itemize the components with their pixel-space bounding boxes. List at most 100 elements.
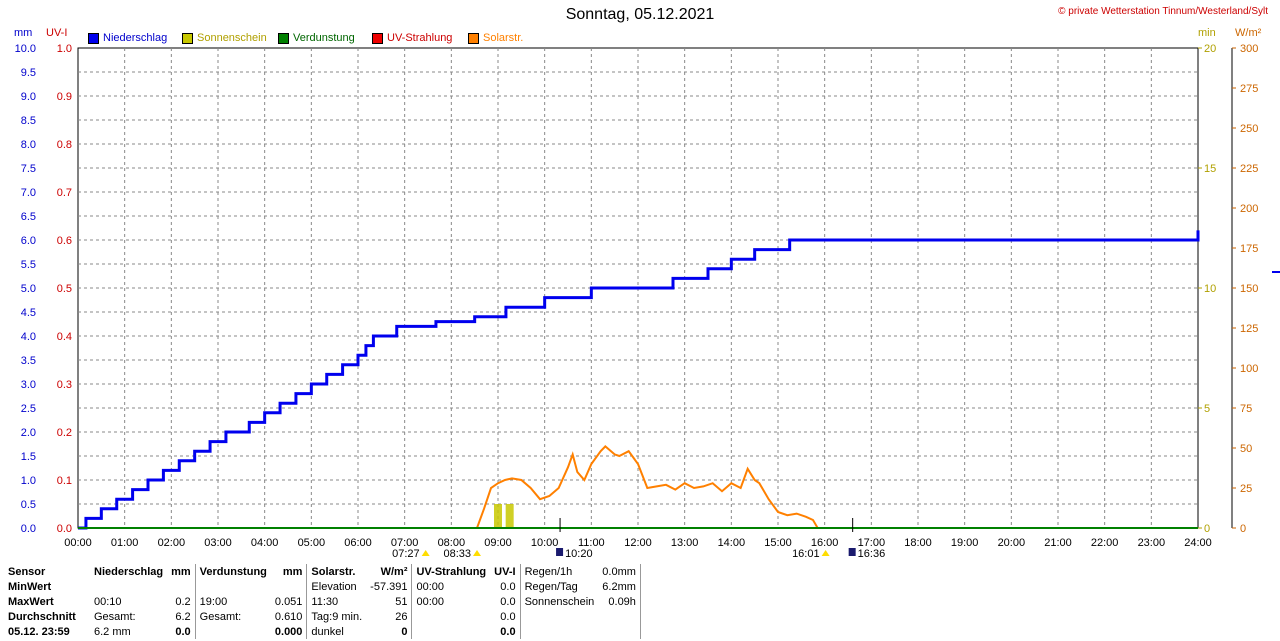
y-uv-tick-label: 0.7 <box>57 187 72 199</box>
x-tick-label: 11:00 <box>578 537 605 549</box>
y-uv-tick-label: 0.5 <box>57 283 72 295</box>
stats-cell: 0.0 <box>500 625 516 638</box>
x-tick-label: 14:00 <box>718 537 746 549</box>
y-min-tick-label: 0 <box>1204 523 1210 535</box>
stats-cell: 51 <box>395 595 408 608</box>
stats-header-niederschlag: Niederschlag <box>94 565 164 578</box>
stats-table: Sensor Niederschlag mm Verdunstung mm So… <box>4 564 641 639</box>
y-uv-tick-label: 1.0 <box>57 43 72 55</box>
time-marker-label: 10:20 <box>565 548 593 560</box>
stats-cell: 00:00 <box>411 594 491 609</box>
stats-cell: 6.2 <box>175 610 191 623</box>
stats-cell: 0 <box>401 625 408 638</box>
x-tick-label: 05:00 <box>298 537 326 549</box>
x-tick-label: 21:00 <box>1044 537 1072 549</box>
axis-unit-min: min <box>1198 27 1216 39</box>
stats-extra-value: 6.2mm <box>598 579 641 594</box>
stats-cell: 0.0 <box>500 580 516 593</box>
legend-item: Sonnenschein <box>182 31 267 45</box>
y-mm-tick-label: 1.5 <box>21 451 36 463</box>
x-tick-label: 03:00 <box>204 537 232 549</box>
x-tick-label: 10:00 <box>531 537 559 549</box>
stats-cell <box>194 624 271 639</box>
legend-label: Niederschlag <box>103 32 168 44</box>
stats-cell: 0.0 <box>500 610 516 623</box>
solar-line <box>476 445 819 529</box>
y-uv-tick-label: 0.4 <box>57 331 72 343</box>
y-mm-tick-label: 1.0 <box>21 475 36 487</box>
copyright-text: © private Wetterstation Tinnum/Westerlan… <box>1058 6 1268 17</box>
x-tick-label: 22:00 <box>1091 537 1119 549</box>
x-tick-label: 18:00 <box>904 537 932 549</box>
y-mm-tick-label: 7.0 <box>21 187 36 199</box>
time-marker-label: 08:33 <box>443 548 471 560</box>
y-mm-tick-label: 9.5 <box>21 67 36 79</box>
stats-cell: -57.391 <box>370 580 408 593</box>
stats-cell <box>167 579 195 594</box>
axis-ticks: 0.0 0.5 1.0 1.5 2.0 2.5 3.0 3.5 4.0 4.5 5.0 5.5 6.0 6… <box>15 43 1259 549</box>
stats-header-mm2: mm <box>282 565 303 578</box>
y-uv-tick-label: 0.1 <box>57 475 72 487</box>
stats-header-row: Sensor Niederschlag mm Verdunstung mm So… <box>4 564 641 579</box>
y-wm2-tick-label: 175 <box>1240 243 1258 255</box>
legend-swatch <box>182 32 193 44</box>
y-mm-tick-label: 5.0 <box>21 283 36 295</box>
x-tick-label: 13:00 <box>671 537 699 549</box>
y-mm-tick-label: 10.0 <box>15 43 36 55</box>
y-wm2-tick-label: 150 <box>1240 283 1258 295</box>
stats-cell: Elevation <box>306 579 367 594</box>
y-uv-tick-label: 0.3 <box>57 379 72 391</box>
y-wm2-tick-label: 0 <box>1240 523 1246 535</box>
weather-chart: 0.0 0.5 1.0 1.5 2.0 2.5 3.0 3.5 4.0 4.5 5.0 5.5 6.0 6… <box>15 43 1280 560</box>
legend-item: Niederschlag <box>88 31 167 45</box>
sonnenschein-bar <box>505 504 514 528</box>
stats-cell: 00:00 <box>411 579 491 594</box>
y-wm2-tick-label: 50 <box>1240 443 1252 455</box>
y-mm-tick-label: 0.5 <box>21 499 36 511</box>
stats-cell: 0.610 <box>274 610 303 623</box>
x-tick-label: 19:00 <box>951 537 979 549</box>
stats-row-label: Durchschnitt <box>8 610 76 623</box>
sonnenschein-bar <box>494 504 502 528</box>
stats-header-uvi: UV-I <box>494 565 516 578</box>
y-mm-tick-label: 8.0 <box>21 139 36 151</box>
stats-cell: 11:30 <box>306 594 367 609</box>
y-min-tick-label: 15 <box>1204 163 1216 175</box>
legend-label: Sonnenschein <box>197 32 267 44</box>
sun-marker-icon <box>421 550 430 556</box>
stats-extra-label: Regen/Tag <box>519 579 599 594</box>
y-mm-tick-label: 8.5 <box>21 115 36 127</box>
y-mm-tick-label: 4.0 <box>21 331 36 343</box>
stats-extra-label: Sonnenschein <box>519 594 599 609</box>
stats-cell: 0.0 <box>175 625 191 638</box>
stats-header-solar: Solarstr. <box>306 564 367 579</box>
axis-unit-mm: mm <box>14 27 33 39</box>
y-mm-tick-label: 0.0 <box>21 523 36 535</box>
y-min-tick-label: 20 <box>1204 43 1216 55</box>
chart-series <box>78 230 1280 530</box>
y-mm-tick-label: 5.5 <box>21 259 36 271</box>
stats-cell <box>90 579 167 594</box>
y-uv-tick-label: 0.8 <box>57 139 72 151</box>
y-wm2-tick-label: 75 <box>1240 403 1252 415</box>
y-mm-tick-label: 3.5 <box>21 355 36 367</box>
stats-cell: Gesamt: <box>94 610 136 623</box>
legend-item: UV-Strahlung <box>372 31 452 45</box>
stats-cell: Tag:9 min. <box>306 609 367 624</box>
stats-cell <box>411 624 491 639</box>
x-tick-label: 24:00 <box>1184 537 1212 549</box>
y-uv-tick-label: 0.9 <box>57 91 72 103</box>
stats-cell: 6.2 mm <box>94 625 131 638</box>
x-tick-label: 20:00 <box>998 537 1026 549</box>
stats-row-max: MaxWert 00:10 0.2 19:00 0.051 11:30 51 0… <box>4 594 641 609</box>
stats-header-sensor: Sensor <box>8 565 46 578</box>
axis-unit-wm2: W/m² <box>1235 27 1262 39</box>
chart-title: Sonntag, 05.12.2021 <box>565 6 715 23</box>
stats-extra-value: 0.09h <box>598 594 641 609</box>
legend-swatch <box>278 32 289 44</box>
stats-cell <box>194 579 271 594</box>
y-mm-tick-label: 2.5 <box>21 403 36 415</box>
stats-cell: 0.2 <box>175 595 191 608</box>
x-tick-label: 04:00 <box>251 537 279 549</box>
moon-marker-icon <box>848 548 856 556</box>
